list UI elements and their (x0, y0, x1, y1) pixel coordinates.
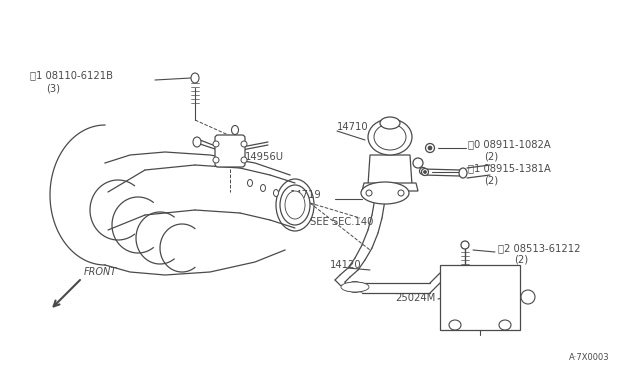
Ellipse shape (191, 73, 199, 83)
Ellipse shape (426, 144, 435, 153)
Ellipse shape (280, 185, 310, 225)
Text: 14710: 14710 (337, 122, 369, 132)
Text: (2): (2) (484, 175, 498, 185)
Ellipse shape (398, 190, 404, 196)
Ellipse shape (374, 124, 406, 150)
Polygon shape (368, 155, 412, 185)
Text: 14719: 14719 (290, 190, 322, 200)
Text: ⑇1 08915-1381A: ⑇1 08915-1381A (468, 163, 551, 173)
Ellipse shape (449, 320, 461, 330)
Text: ⑇0 08911-1082A: ⑇0 08911-1082A (468, 139, 551, 149)
Text: (2): (2) (484, 151, 498, 161)
Ellipse shape (428, 146, 432, 150)
Text: ⑂1 08110-6121B: ⑂1 08110-6121B (30, 70, 113, 80)
Polygon shape (362, 183, 418, 191)
Ellipse shape (424, 170, 426, 173)
Text: 14120: 14120 (330, 260, 362, 270)
Ellipse shape (368, 119, 412, 155)
Ellipse shape (422, 169, 429, 176)
Text: (3): (3) (46, 83, 60, 93)
Ellipse shape (241, 141, 247, 147)
Ellipse shape (366, 190, 372, 196)
Ellipse shape (241, 157, 247, 163)
Text: 25024M: 25024M (395, 293, 435, 303)
Ellipse shape (361, 182, 409, 204)
Ellipse shape (285, 191, 305, 219)
Text: ⑇2 08513-61212: ⑇2 08513-61212 (498, 243, 580, 253)
Ellipse shape (248, 180, 253, 186)
Ellipse shape (342, 282, 367, 292)
Ellipse shape (461, 241, 469, 249)
Ellipse shape (341, 282, 369, 292)
Ellipse shape (273, 189, 278, 196)
FancyBboxPatch shape (215, 135, 245, 167)
Text: SEE SEC.140: SEE SEC.140 (310, 217, 373, 227)
Ellipse shape (459, 168, 467, 178)
Ellipse shape (521, 290, 535, 304)
Text: FRONT: FRONT (84, 267, 117, 277)
Ellipse shape (413, 158, 423, 168)
Ellipse shape (344, 282, 366, 292)
Text: A·7X0003: A·7X0003 (570, 353, 610, 362)
Ellipse shape (193, 137, 201, 147)
Ellipse shape (213, 141, 219, 147)
Ellipse shape (499, 320, 511, 330)
FancyBboxPatch shape (440, 265, 520, 330)
Ellipse shape (213, 157, 219, 163)
Text: 14956U: 14956U (245, 152, 284, 162)
Ellipse shape (380, 117, 400, 129)
Ellipse shape (260, 185, 266, 192)
Ellipse shape (232, 125, 239, 135)
Ellipse shape (419, 167, 426, 174)
Ellipse shape (347, 282, 363, 292)
Ellipse shape (346, 282, 365, 292)
Text: (2): (2) (514, 255, 528, 265)
